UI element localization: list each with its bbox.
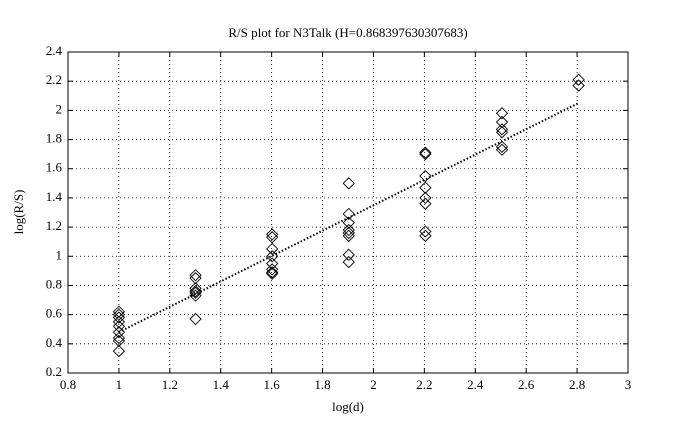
point bbox=[189, 286, 202, 299]
point bbox=[342, 248, 355, 261]
point bbox=[112, 305, 126, 318]
y-tick-label: 2.2 bbox=[46, 72, 62, 87]
plot-frame bbox=[67, 51, 629, 374]
point bbox=[112, 331, 126, 345]
point bbox=[572, 73, 585, 86]
fit-line bbox=[118, 102, 580, 334]
point bbox=[419, 191, 432, 205]
point bbox=[419, 225, 432, 238]
y-tick-label: 2.4 bbox=[46, 43, 63, 58]
point bbox=[419, 197, 432, 210]
point bbox=[266, 231, 279, 244]
point bbox=[419, 147, 432, 161]
y-tick-label: 0.8 bbox=[46, 276, 62, 291]
point bbox=[112, 315, 126, 329]
point bbox=[189, 312, 202, 326]
point bbox=[495, 123, 509, 136]
point bbox=[419, 169, 432, 183]
point bbox=[572, 79, 585, 92]
y-tick-label: 2 bbox=[56, 101, 63, 116]
y-tick-label: 0.2 bbox=[46, 364, 62, 379]
point bbox=[495, 140, 509, 153]
point bbox=[342, 255, 355, 269]
point bbox=[342, 226, 355, 240]
point bbox=[342, 216, 355, 229]
point bbox=[495, 126, 509, 139]
x-tick-label: 2.2 bbox=[416, 377, 432, 392]
point bbox=[419, 146, 432, 159]
x-tick-label: 2.6 bbox=[518, 377, 535, 392]
point bbox=[189, 285, 202, 298]
x-tick-label: 0.8 bbox=[60, 377, 76, 392]
x-tick-label: 2 bbox=[370, 377, 377, 392]
point bbox=[266, 257, 279, 270]
point bbox=[342, 229, 355, 242]
point bbox=[266, 267, 279, 280]
point bbox=[495, 107, 509, 120]
point bbox=[419, 229, 432, 242]
x-axis-label: log(d) bbox=[332, 399, 364, 414]
y-tick-label: 0.6 bbox=[46, 306, 63, 321]
x-tick-label: 1.8 bbox=[314, 377, 330, 392]
point bbox=[495, 115, 509, 129]
point bbox=[419, 181, 432, 194]
point bbox=[189, 272, 202, 285]
point bbox=[189, 289, 202, 302]
point bbox=[266, 263, 279, 276]
point bbox=[266, 266, 279, 279]
x-tick-label: 3 bbox=[625, 377, 632, 392]
point bbox=[112, 334, 126, 348]
y-axis-label: log(R/S) bbox=[11, 190, 26, 235]
y-tick-label: 0.4 bbox=[46, 335, 63, 350]
y-tick-label: 1.4 bbox=[46, 189, 63, 204]
y-tick-label: 1 bbox=[56, 247, 63, 262]
point bbox=[112, 344, 126, 358]
point bbox=[112, 308, 126, 321]
y-tick-label: 1.6 bbox=[46, 160, 63, 175]
point bbox=[266, 242, 279, 256]
x-tick-label: 2.8 bbox=[569, 377, 585, 392]
chart-title: R/S plot for N3Talk (H=0.868397630307683… bbox=[228, 25, 467, 40]
point bbox=[342, 223, 355, 237]
x-tick-label: 1.4 bbox=[213, 377, 230, 392]
y-tick-label: 1.8 bbox=[46, 131, 62, 146]
point bbox=[495, 143, 509, 156]
point bbox=[189, 282, 202, 295]
x-tick-label: 1.2 bbox=[162, 377, 178, 392]
x-tick-label: 1.6 bbox=[264, 377, 281, 392]
point bbox=[266, 228, 279, 241]
point bbox=[342, 207, 355, 221]
point bbox=[189, 269, 202, 282]
y-tick-label: 1.2 bbox=[46, 218, 62, 233]
point bbox=[112, 311, 126, 324]
point bbox=[342, 177, 355, 190]
x-tick-label: 1 bbox=[116, 377, 123, 392]
x-tick-label: 2.4 bbox=[467, 377, 484, 392]
